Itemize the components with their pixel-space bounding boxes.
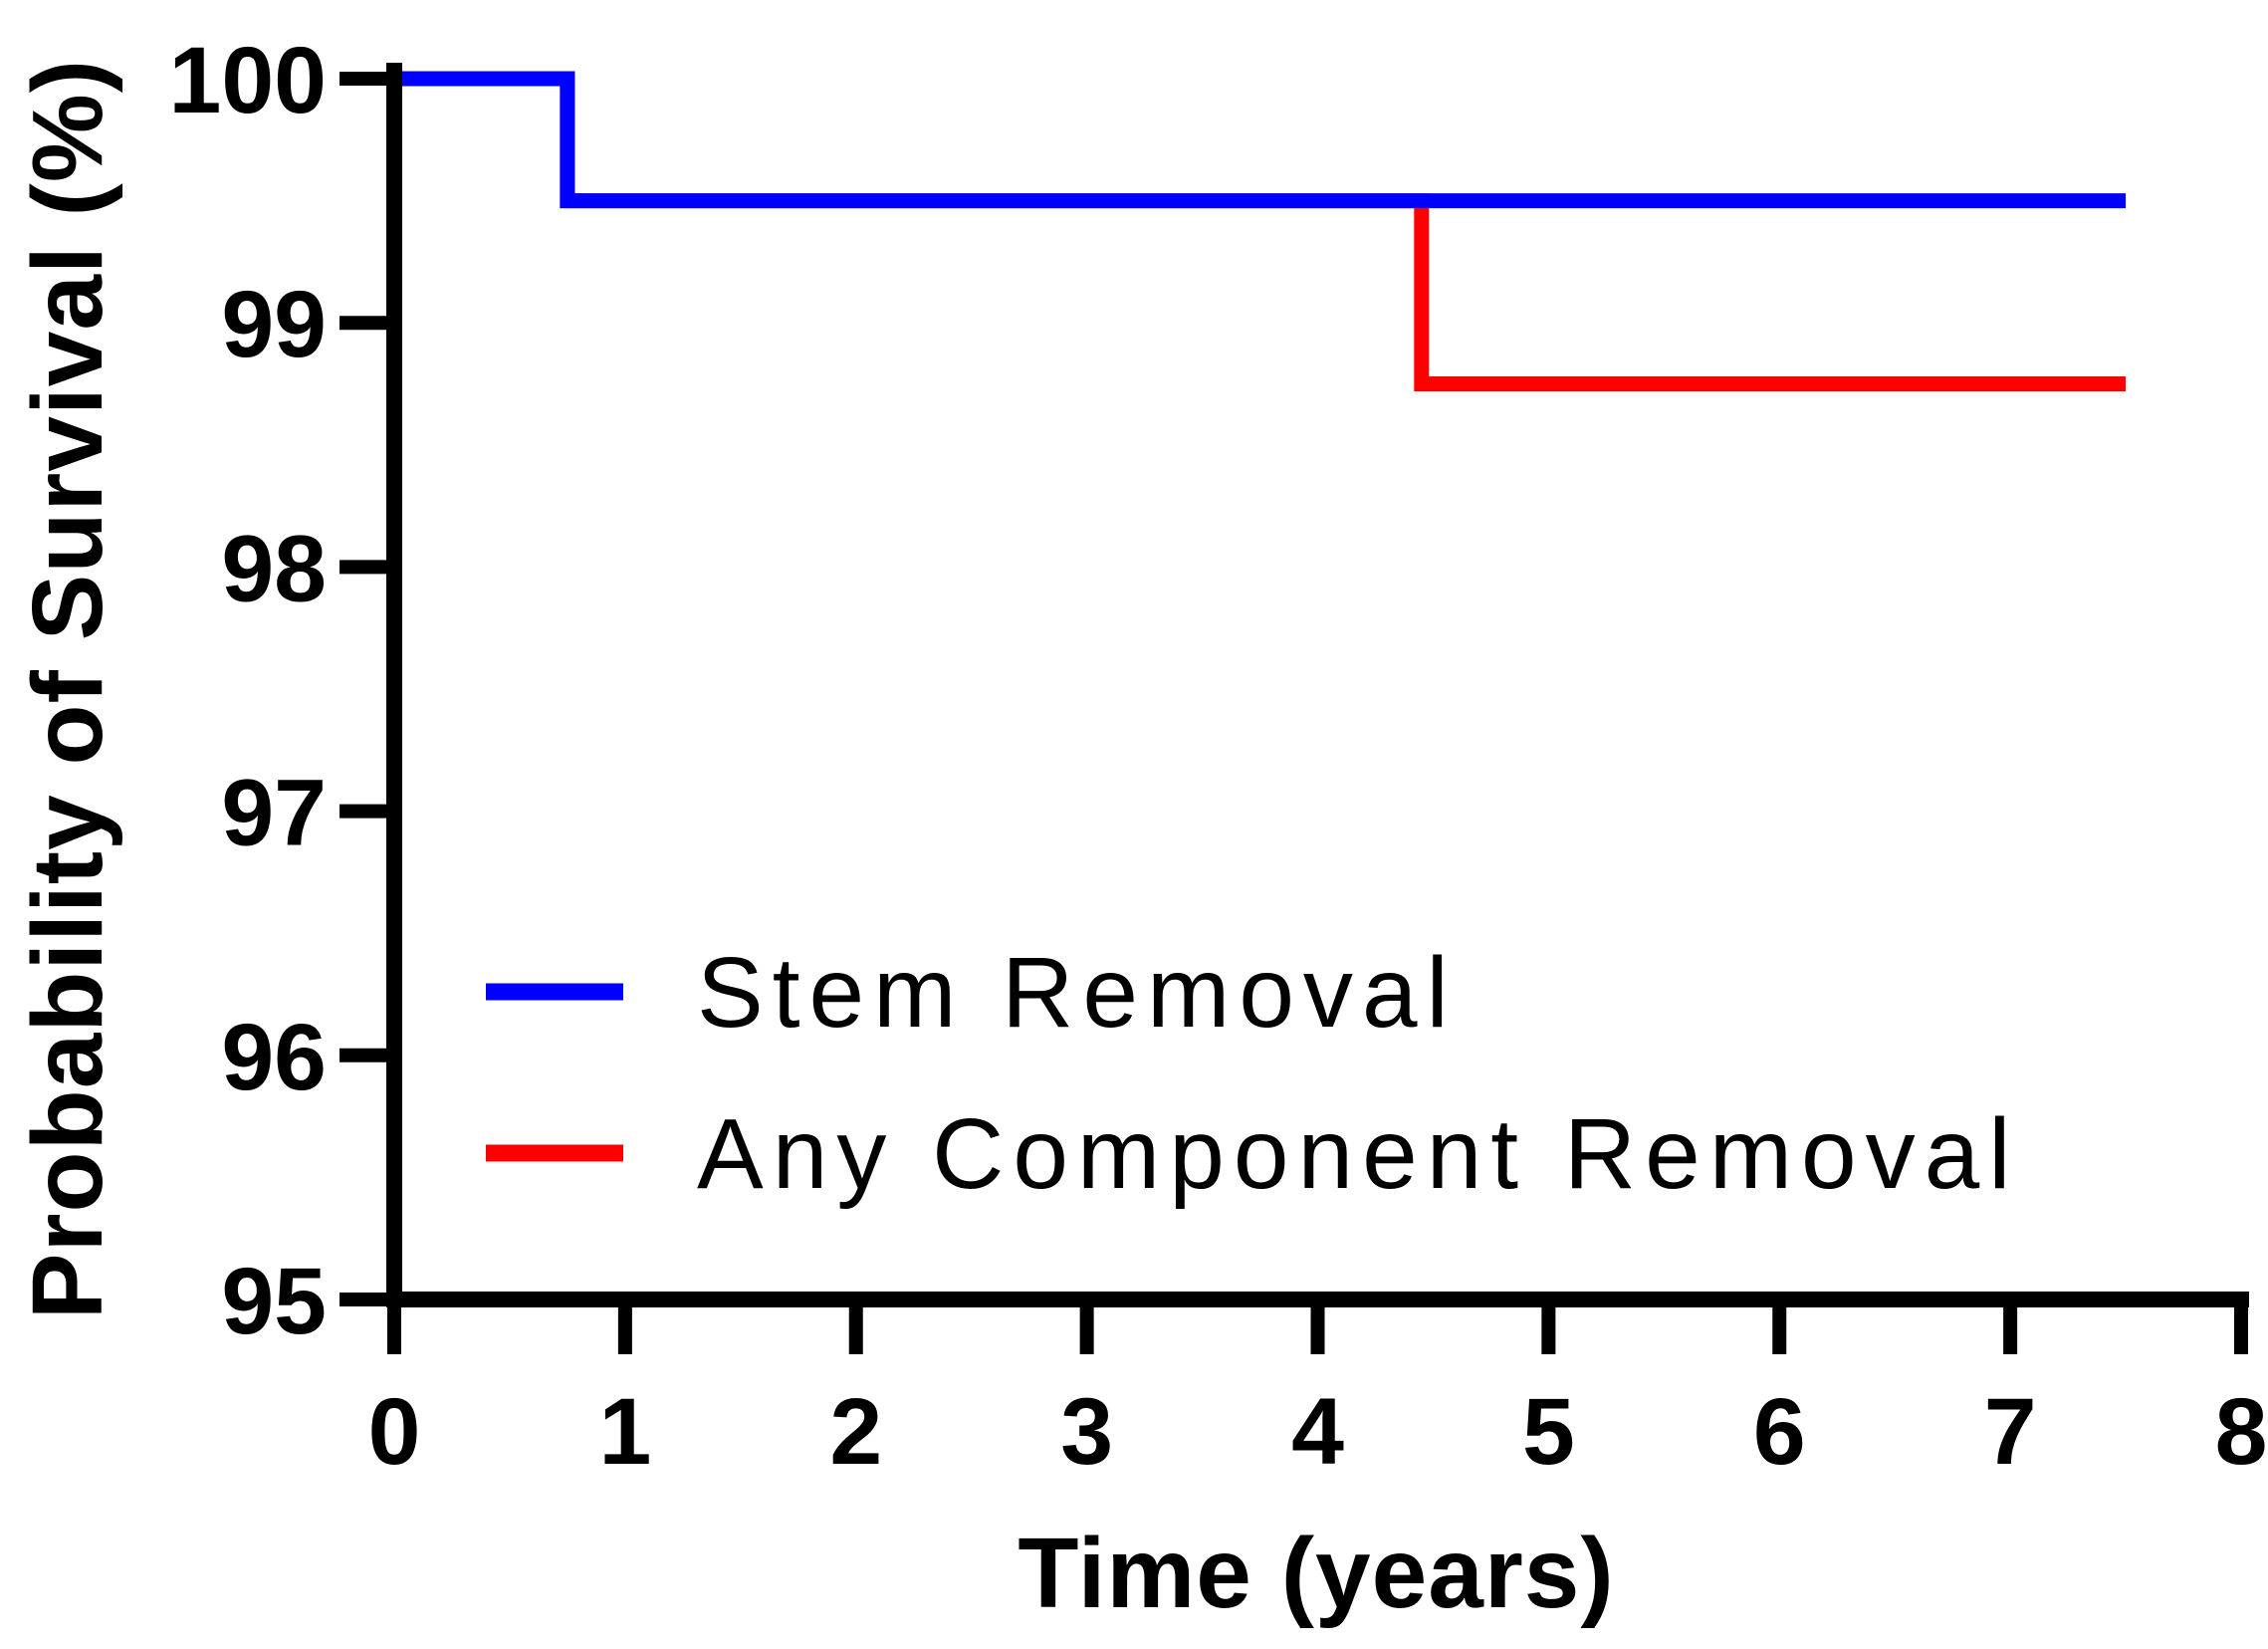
x-tick-label: 5 (1522, 1379, 1575, 1485)
y-tick-label: 96 (221, 1005, 327, 1110)
x-axis-title: Time (years) (1018, 1518, 1614, 1629)
y-ticks (340, 72, 394, 1306)
y-tick-label: 97 (221, 761, 327, 866)
x-ticks (387, 1299, 2248, 1354)
x-tick-label: 0 (368, 1379, 421, 1485)
y-tick-label: 100 (168, 28, 327, 133)
series-group (394, 71, 2127, 391)
x-tick-label: 8 (2215, 1379, 2268, 1485)
x-tick-label: 2 (829, 1379, 882, 1485)
x-tick-labels: 0 1 2 3 4 5 6 7 8 (368, 1379, 2268, 1485)
series-path-stem-removal (394, 71, 2127, 209)
x-tick-label: 6 (1753, 1379, 1806, 1485)
y-tick-label: 99 (221, 272, 327, 377)
y-tick-label: 95 (221, 1249, 327, 1354)
x-tick-label: 4 (1291, 1379, 1344, 1485)
series-path-any-component-removal (394, 71, 2127, 391)
x-tick-label: 3 (1060, 1379, 1113, 1485)
legend: Stem Removal Any Component Removal (486, 937, 2019, 1210)
y-axis-title: Probability of Survival (%) (12, 59, 123, 1319)
legend-label-stem-removal: Stem Removal (697, 937, 1458, 1049)
legend-label-any-component-removal: Any Component Removal (697, 1098, 2019, 1210)
x-tick-label: 7 (1984, 1379, 2037, 1485)
y-tick-labels: 100 99 98 97 96 95 (168, 28, 327, 1354)
x-tick-label: 1 (598, 1379, 651, 1485)
y-tick-label: 98 (221, 516, 327, 621)
